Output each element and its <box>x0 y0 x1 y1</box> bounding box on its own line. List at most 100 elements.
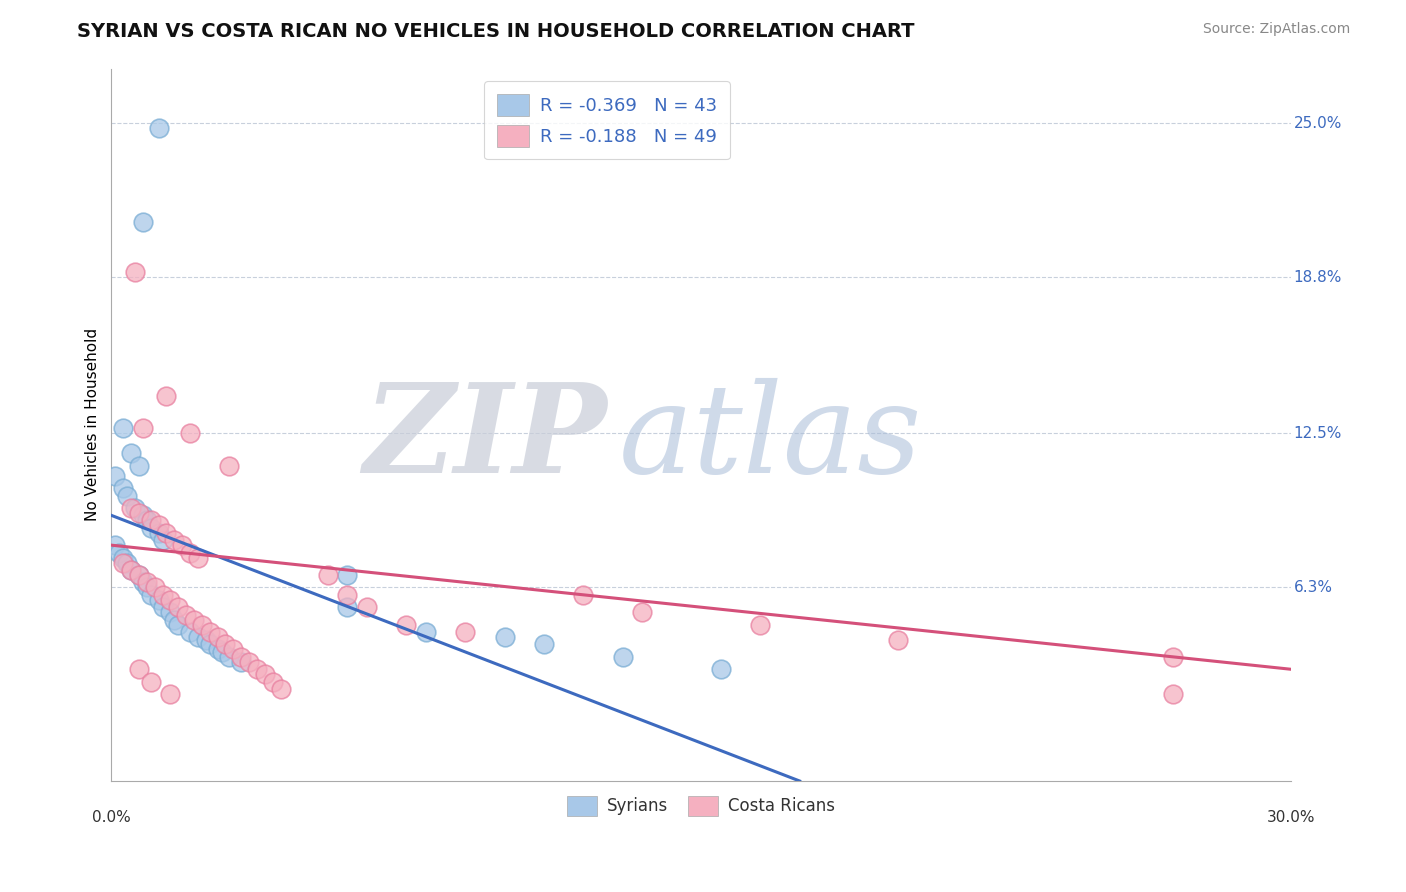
Point <box>120 446 142 460</box>
Text: SYRIAN VS COSTA RICAN NO VEHICLES IN HOUSEHOLD CORRELATION CHART: SYRIAN VS COSTA RICAN NO VEHICLES IN HOU… <box>77 22 915 41</box>
Point <box>336 588 359 602</box>
Point <box>167 617 190 632</box>
Point <box>191 617 214 632</box>
Point <box>207 642 229 657</box>
Point <box>152 533 174 548</box>
Point <box>112 556 135 570</box>
Point <box>395 617 418 632</box>
Point <box>494 630 516 644</box>
Point <box>159 687 181 701</box>
Point <box>132 575 155 590</box>
Point <box>238 655 260 669</box>
Point <box>128 458 150 473</box>
Point <box>148 518 170 533</box>
Point <box>135 575 157 590</box>
Point <box>749 617 772 632</box>
Point <box>207 630 229 644</box>
Point <box>631 605 654 619</box>
Point <box>139 513 162 527</box>
Text: Source: ZipAtlas.com: Source: ZipAtlas.com <box>1202 22 1350 37</box>
Point <box>124 500 146 515</box>
Point <box>231 649 253 664</box>
Point <box>356 600 378 615</box>
Point <box>218 649 240 664</box>
Point <box>139 588 162 602</box>
Point <box>128 506 150 520</box>
Point <box>104 538 127 552</box>
Point <box>120 563 142 577</box>
Point <box>316 568 339 582</box>
Point <box>124 265 146 279</box>
Point <box>112 481 135 495</box>
Text: 25.0%: 25.0% <box>1294 116 1341 130</box>
Point <box>187 630 209 644</box>
Point <box>152 588 174 602</box>
Point <box>152 600 174 615</box>
Point <box>218 458 240 473</box>
Point <box>179 625 201 640</box>
Point <box>120 563 142 577</box>
Point <box>159 605 181 619</box>
Point <box>159 592 181 607</box>
Point <box>148 525 170 540</box>
Point <box>155 525 177 540</box>
Point <box>336 600 359 615</box>
Point <box>104 468 127 483</box>
Point <box>262 674 284 689</box>
Point <box>167 600 190 615</box>
Point <box>187 550 209 565</box>
Point <box>135 513 157 527</box>
Y-axis label: No Vehicles in Household: No Vehicles in Household <box>86 328 100 521</box>
Point <box>115 556 138 570</box>
Point <box>163 533 186 548</box>
Point <box>612 649 634 664</box>
Point <box>270 682 292 697</box>
Text: atlas: atlas <box>619 378 922 500</box>
Point <box>112 421 135 435</box>
Legend: Syrians, Costa Ricans: Syrians, Costa Ricans <box>561 789 842 822</box>
Point <box>710 662 733 676</box>
Point <box>132 215 155 229</box>
Point <box>253 667 276 681</box>
Point <box>533 637 555 651</box>
Point <box>128 568 150 582</box>
Point <box>179 426 201 441</box>
Text: 30.0%: 30.0% <box>1267 810 1316 824</box>
Point <box>128 662 150 676</box>
Text: ZIP: ZIP <box>363 378 607 500</box>
Point <box>120 500 142 515</box>
Point <box>198 625 221 640</box>
Point <box>148 592 170 607</box>
Point <box>183 613 205 627</box>
Text: 12.5%: 12.5% <box>1294 426 1341 441</box>
Point <box>572 588 595 602</box>
Point <box>108 546 131 560</box>
Point <box>155 389 177 403</box>
Point <box>1161 687 1184 701</box>
Point <box>415 625 437 640</box>
Point <box>222 642 245 657</box>
Point <box>143 580 166 594</box>
Point <box>128 568 150 582</box>
Point <box>115 489 138 503</box>
Point <box>1161 649 1184 664</box>
Point <box>174 607 197 622</box>
Point <box>148 121 170 136</box>
Point <box>194 632 217 647</box>
Point <box>336 568 359 582</box>
Point <box>135 580 157 594</box>
Point <box>198 637 221 651</box>
Point <box>246 662 269 676</box>
Point <box>887 632 910 647</box>
Point <box>231 655 253 669</box>
Point <box>112 550 135 565</box>
Text: 0.0%: 0.0% <box>91 810 131 824</box>
Point <box>163 613 186 627</box>
Text: 6.3%: 6.3% <box>1294 580 1333 595</box>
Point <box>211 645 233 659</box>
Point <box>179 546 201 560</box>
Point <box>214 637 236 651</box>
Point <box>132 508 155 523</box>
Point <box>139 674 162 689</box>
Point <box>454 625 477 640</box>
